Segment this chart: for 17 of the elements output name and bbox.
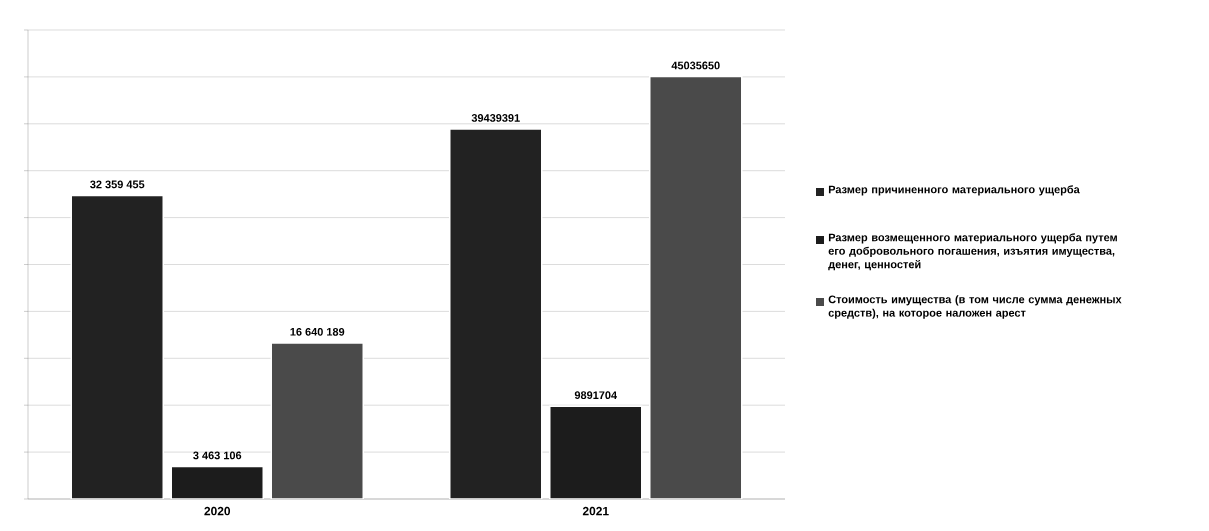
bar	[649, 75, 743, 499]
bar	[170, 465, 264, 499]
bar	[449, 128, 543, 499]
legend-label: Размер причиненного материального ущерба	[828, 185, 1080, 196]
x-tick-label: 2020	[204, 506, 231, 516]
legend-label: Стоимость имущества (в том числе сумма денежных средств), на которое наложен арест	[828, 295, 1122, 319]
data-label: 32 359 455	[90, 180, 145, 189]
data-label: 3 463 106	[193, 451, 242, 460]
data-label: 9891704	[574, 391, 618, 400]
data-label: 39439391	[471, 114, 520, 122]
bar	[549, 405, 643, 499]
x-tick-label: 2021	[582, 506, 609, 516]
bar	[270, 342, 364, 499]
bar	[70, 194, 164, 499]
data-label: 16 640 189	[290, 327, 345, 336]
data-label: 45035650	[671, 61, 720, 70]
legend-label: Размер возмещенного материального ущерба путем его добровольного погашения, изъятия имущества, денег, ценностей	[828, 233, 1117, 271]
